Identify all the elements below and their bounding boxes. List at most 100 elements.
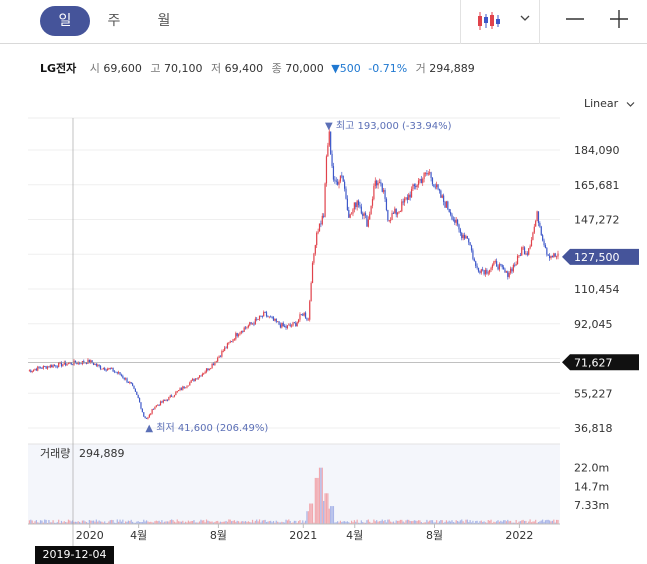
- volume-bar: [127, 520, 130, 524]
- candle-body: [44, 365, 46, 367]
- candle-body: [99, 366, 102, 369]
- candle-body: [470, 245, 473, 251]
- volume-bar: [397, 520, 399, 524]
- candle-body: [247, 325, 249, 328]
- candle-body: [286, 325, 289, 328]
- volume-bar: [144, 521, 146, 524]
- volume-bar: [217, 520, 219, 524]
- candle-body: [179, 388, 181, 391]
- volume-bar: [292, 522, 294, 524]
- candle-body: [356, 200, 358, 208]
- candle-body: [249, 322, 251, 326]
- candle-body: [233, 339, 236, 341]
- candle-body: [157, 404, 159, 406]
- scale-dropdown[interactable]: Linear: [584, 97, 635, 110]
- candle-body: [277, 321, 279, 323]
- candle-body: [200, 375, 202, 377]
- volume-bar: [49, 522, 51, 524]
- candle-body: [497, 266, 499, 270]
- candle-body: [447, 201, 449, 210]
- volume-bar: [79, 521, 81, 524]
- volume-bar: [509, 520, 512, 524]
- volume-bar: [151, 522, 153, 524]
- candle-body: [289, 324, 291, 326]
- candle-body: [147, 417, 149, 419]
- tab-week[interactable]: 주: [107, 13, 121, 29]
- volume-bar: [253, 522, 255, 524]
- volume-bar: [459, 520, 461, 524]
- candle-body: [327, 145, 329, 157]
- candle-body: [402, 201, 404, 203]
- candle-body: [398, 211, 400, 213]
- candle-body: [145, 418, 148, 419]
- volume-bar: [448, 520, 450, 524]
- volume-bar: [175, 522, 177, 524]
- candle-body: [422, 178, 424, 183]
- candle-body: [344, 181, 346, 189]
- volume-bar: [445, 520, 448, 524]
- candle-body: [459, 229, 461, 233]
- candle-body: [463, 235, 466, 239]
- volume-bar: [501, 521, 503, 524]
- candlestick-icon: [478, 12, 500, 30]
- volume-bar: [285, 519, 287, 524]
- volume-bar: [69, 520, 71, 524]
- volume-bar: [35, 520, 37, 524]
- candle-body: [226, 343, 229, 349]
- volume-bar: [130, 519, 132, 524]
- candle-body: [271, 316, 273, 318]
- candle-body: [65, 361, 67, 366]
- candle-body: [72, 364, 74, 366]
- volume-bar: [232, 520, 234, 524]
- volume-bar: [205, 519, 208, 524]
- volume-bar: [489, 520, 491, 524]
- volume-bar: [311, 503, 314, 524]
- volume-bar: [398, 520, 400, 524]
- zoom-in-button[interactable]: [604, 4, 634, 34]
- candle-body: [224, 347, 226, 351]
- volume-bar: [228, 519, 230, 524]
- tab-day[interactable]: 일: [40, 6, 90, 36]
- candle-body: [408, 194, 410, 200]
- candle-body: [151, 408, 153, 414]
- volume-bar: [208, 521, 210, 524]
- volume-bar: [324, 493, 326, 524]
- low-annotation: ▲ 최저 41,600 (206.49%): [145, 422, 268, 434]
- zoom-out-button[interactable]: [562, 6, 588, 32]
- candle-body: [270, 316, 272, 318]
- volume-bar: [109, 520, 111, 524]
- volume-bar: [119, 519, 121, 524]
- volume-bar: [148, 522, 150, 524]
- candle-body: [132, 383, 134, 386]
- candle-body: [349, 214, 351, 218]
- volume-bar: [85, 522, 88, 524]
- volume-bar: [88, 519, 90, 524]
- volume-bar: [52, 520, 54, 524]
- volume-bar: [275, 520, 277, 524]
- volume-bar: [189, 521, 191, 524]
- volume-bar: [214, 521, 216, 524]
- candle-body: [217, 357, 219, 362]
- volume-bar: [466, 519, 468, 524]
- chart-type-dropdown[interactable]: [460, 0, 540, 44]
- candle-body: [204, 371, 206, 374]
- volume-bar: [183, 522, 185, 524]
- candle-body: [231, 341, 233, 343]
- volume-bar: [204, 522, 206, 524]
- candle-body: [374, 180, 376, 186]
- volume-bar: [313, 522, 315, 524]
- volume-bar: [438, 521, 441, 524]
- candle-body: [51, 365, 53, 368]
- volume-bar: [317, 477, 319, 524]
- tab-month[interactable]: 월: [157, 13, 171, 29]
- candle-body: [292, 322, 294, 326]
- candle-body: [69, 362, 71, 364]
- volume-bar: [229, 519, 231, 524]
- volume-bar: [190, 521, 192, 524]
- candle-body: [503, 267, 505, 270]
- volume-bar: [102, 522, 104, 524]
- price-tick-label: 36,818: [574, 422, 613, 435]
- candle-body: [274, 318, 276, 321]
- price-tick-label: 92,045: [574, 318, 613, 331]
